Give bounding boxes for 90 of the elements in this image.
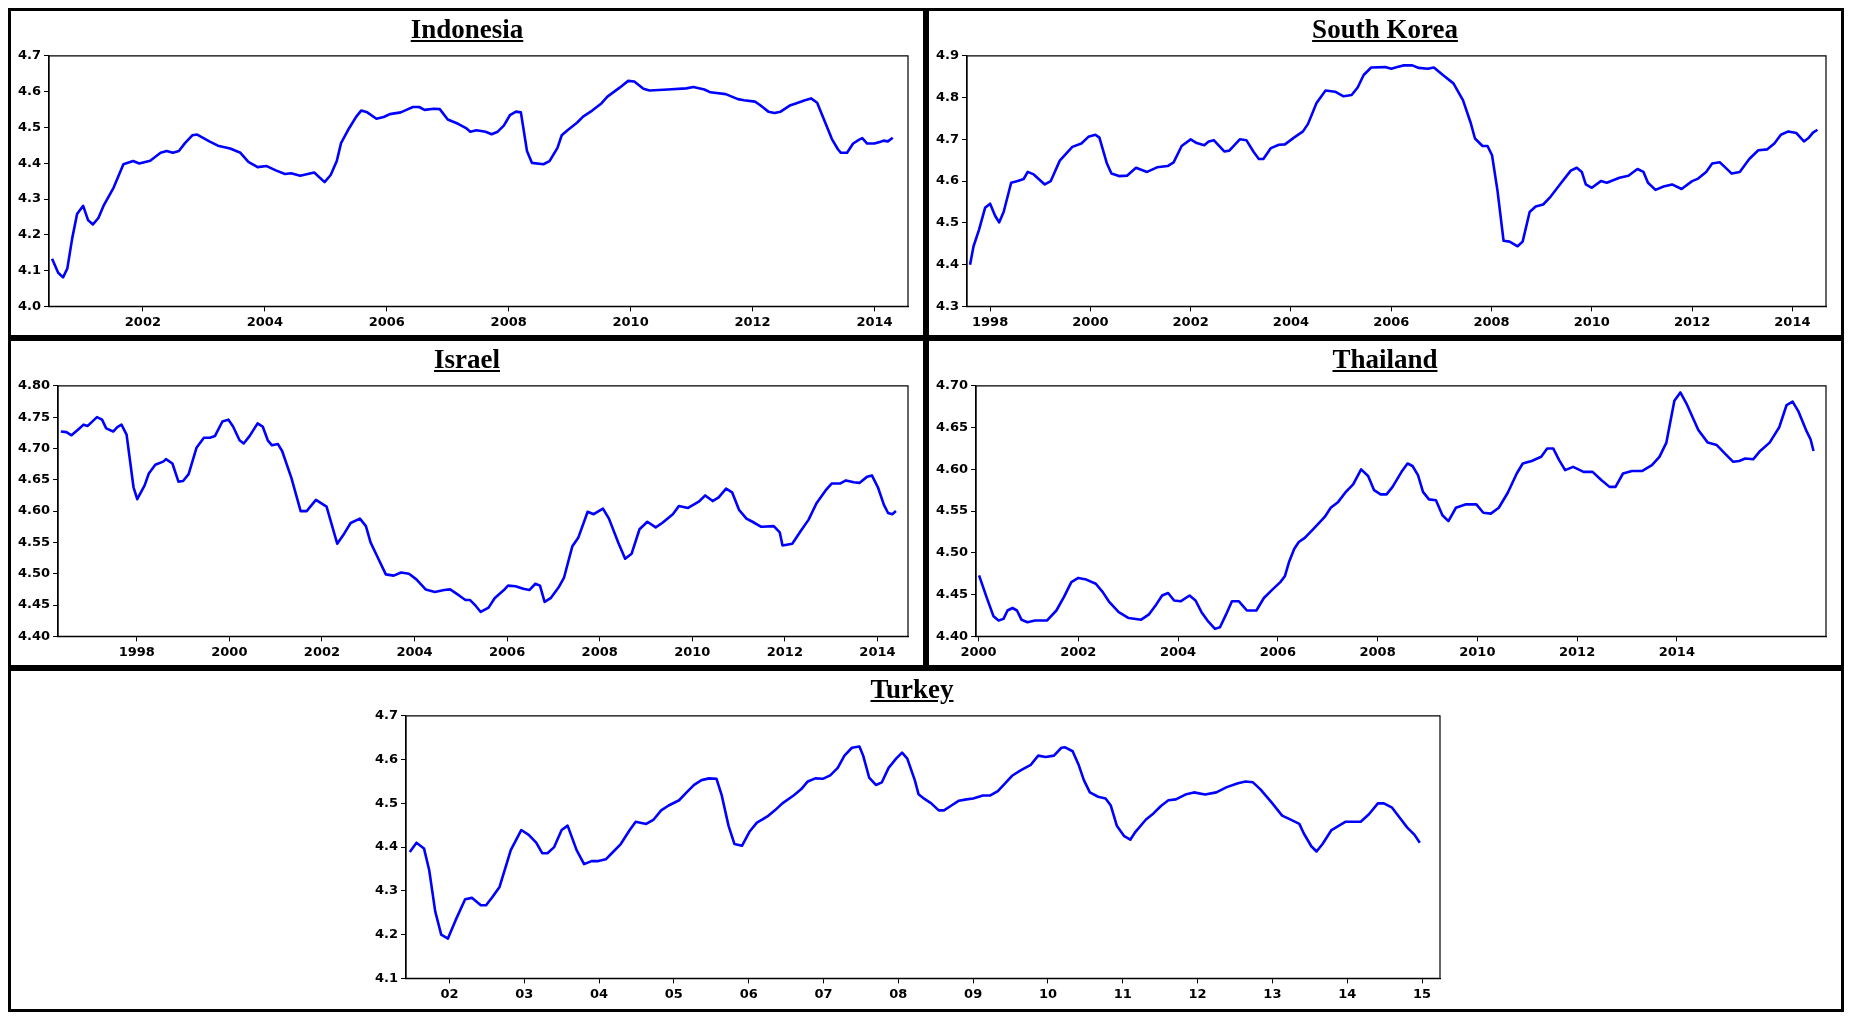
y-tick-label: 4.2 xyxy=(17,226,41,242)
y-tick-label: 4.0 xyxy=(17,297,41,313)
x-tick-label: 2002 xyxy=(1172,313,1209,329)
x-tick-label: 2014 xyxy=(858,643,896,659)
x-tick-label: 2008 xyxy=(1359,643,1396,659)
x-tick-label: 13 xyxy=(1263,985,1282,1001)
x-tick-label: 2002 xyxy=(303,643,340,659)
y-tick-label: 4.3 xyxy=(17,190,41,206)
x-tick-label: 05 xyxy=(664,985,683,1001)
x-tick-label: 2008 xyxy=(490,313,527,329)
x-tick-label: 2000 xyxy=(959,643,997,659)
x-tick-label: 2004 xyxy=(1159,643,1196,659)
y-tick-label: 4.65 xyxy=(17,471,50,487)
y-tick-label: 4.45 xyxy=(17,596,50,612)
x-tick-label: 06 xyxy=(739,985,758,1001)
y-tick-label: 4.75 xyxy=(17,408,50,424)
y-tick-label: 4.9 xyxy=(935,47,959,63)
x-tick-label: 2010 xyxy=(673,643,710,659)
y-tick-label: 4.65 xyxy=(935,418,968,434)
x-tick-label: 2006 xyxy=(1259,643,1296,659)
y-tick-label: 4.45 xyxy=(935,586,968,602)
y-tick-label: 4.80 xyxy=(17,377,50,393)
y-tick-label: 4.8 xyxy=(935,88,959,104)
x-tick-label: 2002 xyxy=(1059,643,1096,659)
y-tick-label: 4.7 xyxy=(17,47,41,63)
y-tick-label: 4.50 xyxy=(935,544,968,560)
chart-title: Indonesia xyxy=(410,13,524,45)
x-tick-label: 1998 xyxy=(118,643,155,659)
y-tick-label: 4.7 xyxy=(935,130,959,146)
y-tick-label: 4.5 xyxy=(375,794,399,810)
x-tick-label: 10 xyxy=(1038,985,1058,1001)
x-tick-label: 15 xyxy=(1413,985,1432,1001)
y-tick-label: 4.4 xyxy=(17,154,41,170)
y-tick-label: 4.7 xyxy=(375,707,399,723)
y-tick-label: 4.5 xyxy=(935,214,959,230)
y-tick-label: 4.3 xyxy=(935,297,959,313)
x-tick-label: 2012 xyxy=(1558,643,1595,659)
x-tick-label: 2010 xyxy=(1458,643,1495,659)
chart-title: Thailand xyxy=(1332,343,1438,375)
x-tick-label: 12 xyxy=(1188,985,1207,1001)
y-tick-label: 4.6 xyxy=(375,750,399,766)
x-tick-label: 03 xyxy=(515,985,534,1001)
y-tick-label: 4.6 xyxy=(17,82,41,98)
x-tick-label: 2014 xyxy=(855,313,893,329)
chart-title: Israel xyxy=(434,343,500,375)
y-tick-label: 4.1 xyxy=(17,261,41,277)
x-tick-label: 2000 xyxy=(1071,313,1108,329)
x-tick-label: 2006 xyxy=(488,643,525,659)
x-tick-label: 2012 xyxy=(733,313,771,329)
x-tick-label: 14 xyxy=(1338,985,1357,1001)
x-tick-label: 2006 xyxy=(1372,313,1409,329)
x-tick-label: 08 xyxy=(889,985,908,1001)
x-tick-label: 2000 xyxy=(210,643,247,659)
x-tick-label: 2014 xyxy=(1773,313,1810,329)
y-tick-label: 4.2 xyxy=(375,926,399,942)
x-tick-label: 2012 xyxy=(1673,313,1710,329)
y-tick-label: 4.40 xyxy=(935,627,968,643)
x-tick-label: 2010 xyxy=(1573,313,1610,329)
y-tick-label: 4.5 xyxy=(17,118,41,134)
y-tick-label: 4.40 xyxy=(17,627,50,643)
y-tick-label: 4.55 xyxy=(17,533,50,549)
y-tick-label: 4.70 xyxy=(935,377,968,393)
x-tick-label: 09 xyxy=(964,985,983,1001)
x-tick-label: 2014 xyxy=(1658,643,1695,659)
y-tick-label: 4.1 xyxy=(375,969,399,985)
x-tick-label: 2004 xyxy=(1272,313,1309,329)
y-tick-label: 4.4 xyxy=(935,256,959,272)
x-tick-label: 11 xyxy=(1113,985,1132,1001)
x-tick-label: 2010 xyxy=(612,313,649,329)
x-tick-label: 2004 xyxy=(246,313,283,329)
chart-title: Turkey xyxy=(870,673,954,705)
x-tick-label: 02 xyxy=(440,985,459,1001)
y-tick-label: 4.3 xyxy=(375,882,399,898)
x-tick-label: 2004 xyxy=(395,643,433,659)
x-tick-label: 2006 xyxy=(368,313,405,329)
x-tick-label: 2008 xyxy=(581,643,618,659)
x-tick-label: 07 xyxy=(814,985,833,1001)
x-tick-label: 1998 xyxy=(971,313,1008,329)
x-tick-label: 2002 xyxy=(124,313,161,329)
y-tick-label: 4.60 xyxy=(17,502,50,518)
x-tick-label: 04 xyxy=(590,985,609,1001)
x-tick-label: 2012 xyxy=(766,643,803,659)
y-tick-label: 4.70 xyxy=(17,439,50,455)
chart-title: South Korea xyxy=(1312,13,1458,45)
y-tick-label: 4.6 xyxy=(935,172,959,188)
y-tick-label: 4.60 xyxy=(935,460,968,476)
y-tick-label: 4.4 xyxy=(375,838,399,854)
x-tick-label: 2008 xyxy=(1472,313,1510,329)
y-tick-label: 4.55 xyxy=(935,502,968,518)
y-tick-label: 4.50 xyxy=(17,565,50,581)
